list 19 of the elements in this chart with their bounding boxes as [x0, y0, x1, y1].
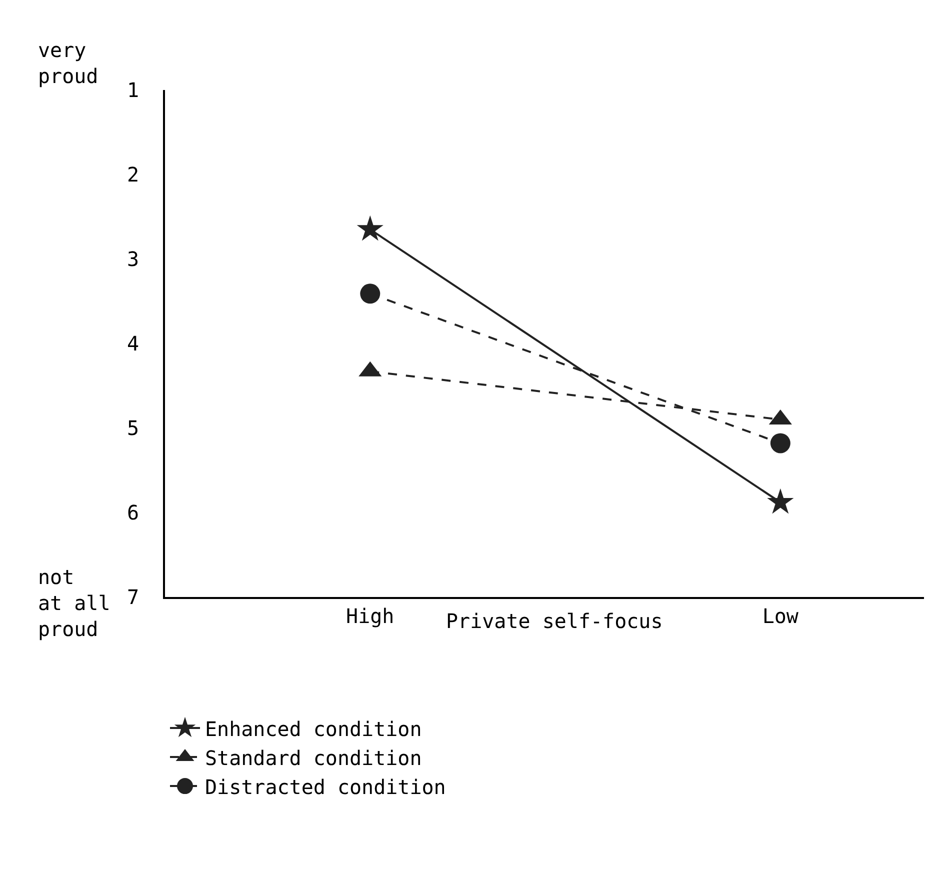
y-tick-label: 6: [126, 500, 139, 524]
point: [356, 215, 384, 241]
y-tick-label: 3: [126, 247, 139, 271]
legend-label: Distracted condition: [205, 774, 446, 799]
y-tick-label: 5: [126, 416, 139, 440]
text: very proud: [38, 38, 98, 88]
y-tick-label: 1: [126, 78, 139, 102]
point: [360, 284, 380, 304]
text: not at all proud: [38, 565, 110, 641]
y-tick-label: 2: [126, 162, 139, 186]
legend-label: Enhanced condition: [205, 716, 422, 741]
x-axis-title: Private self-focus: [446, 609, 663, 633]
point: [770, 433, 790, 454]
point: [767, 488, 794, 514]
legend-label: Standard condition: [205, 746, 422, 770]
x-tick-label: High: [346, 604, 394, 628]
y-tick-label: 4: [126, 332, 139, 356]
x-tick-label: Low: [762, 604, 800, 628]
y-tick-label: 7: [126, 585, 139, 609]
